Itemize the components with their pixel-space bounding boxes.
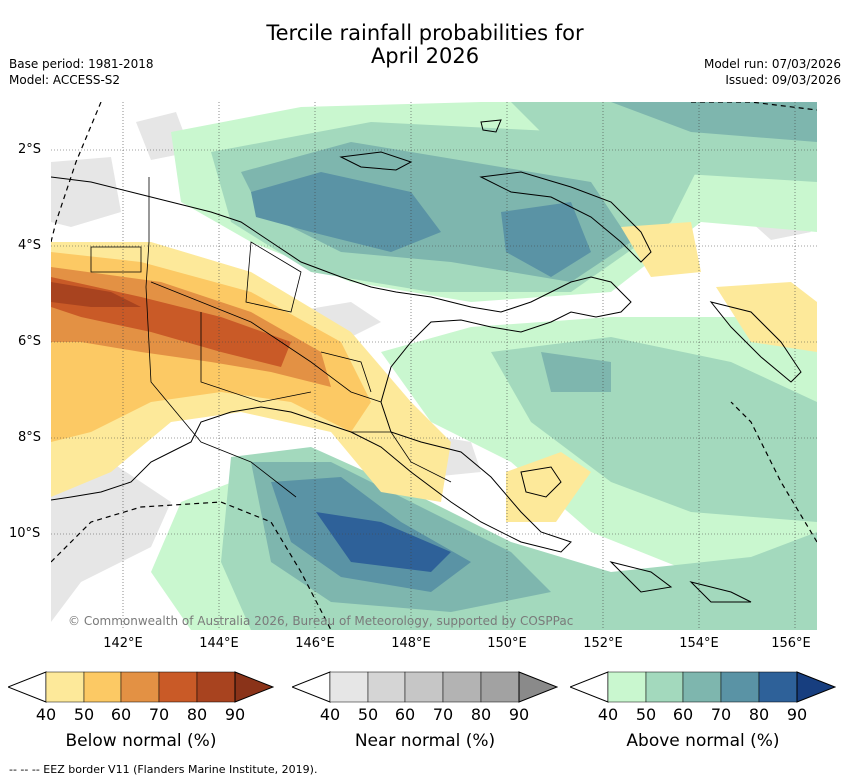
colorbar-tick: 60 <box>394 705 416 724</box>
lon-label: 144°E <box>199 636 239 651</box>
model-text: Model: ACCESS-S2 <box>9 73 121 87</box>
copyright-notice: © Commonwealth of Australia 2026, Bureau… <box>68 614 574 628</box>
lat-label: 4°S <box>18 238 42 253</box>
lon-label: 152°E <box>583 636 623 651</box>
lon-label: 148°E <box>391 636 431 651</box>
colorbar-tick: 40 <box>35 705 57 724</box>
colorbar-label: Below normal (%) <box>65 731 217 751</box>
colorbar-tick: 40 <box>319 705 341 724</box>
colorbar-below-swatches <box>8 671 274 703</box>
colorbar-tick: 50 <box>73 705 95 724</box>
title-line-1: Tercile rainfall probabilities for <box>266 21 584 45</box>
lon-label: 146°E <box>295 636 335 651</box>
coastlines <box>51 119 802 603</box>
colorbar-label: Near normal (%) <box>354 731 496 751</box>
colorbar-tick: 80 <box>186 705 208 724</box>
model-run-text: Model run: 07/03/2026 <box>703 57 841 71</box>
colorbar-tick: 60 <box>672 705 694 724</box>
lat-label: 8°S <box>18 430 42 445</box>
colorbar-tick: 80 <box>470 705 492 724</box>
map-canvas <box>51 102 817 630</box>
eez-footnote: -- -- -- EEZ border V11 (Flanders Marine… <box>9 763 318 776</box>
lat-label: 6°S <box>18 334 42 349</box>
provincial-borders <box>90 177 452 498</box>
lon-label: 142°E <box>103 636 143 651</box>
rainfall-probability-map: © Commonwealth of Australia 2026, Bureau… <box>51 102 817 630</box>
colorbar-tick: 70 <box>432 705 454 724</box>
lat-label: 10°S <box>9 526 41 541</box>
colorbar-label: Above normal (%) <box>626 731 780 751</box>
colorbar-above-swatches <box>570 671 836 703</box>
colorbar-tick: 50 <box>635 705 657 724</box>
lon-label: 156°E <box>771 636 811 651</box>
colorbar-tick: 40 <box>597 705 619 724</box>
title-line-2: April 2026 <box>370 44 480 68</box>
lon-label: 154°E <box>679 636 719 651</box>
colorbar-tick: 90 <box>786 705 808 724</box>
lat-label: 2°S <box>18 142 42 157</box>
lon-label: 150°E <box>487 636 527 651</box>
colorbar-tick: 80 <box>748 705 770 724</box>
above-normal-shading <box>151 102 817 630</box>
colorbar-tick: 90 <box>224 705 246 724</box>
colorbar-tick: 60 <box>110 705 132 724</box>
base-period-text: Base period: 1981-2018 <box>9 57 154 71</box>
colorbar-tick: 70 <box>710 705 732 724</box>
colorbar-tick: 70 <box>148 705 170 724</box>
issued-text: Issued: 09/03/2026 <box>725 73 841 87</box>
eez-border <box>51 102 817 630</box>
colorbar-tick: 90 <box>508 705 530 724</box>
colorbar-near-swatches <box>292 671 558 703</box>
below-normal-shading <box>51 222 817 522</box>
colorbar-tick: 50 <box>357 705 379 724</box>
